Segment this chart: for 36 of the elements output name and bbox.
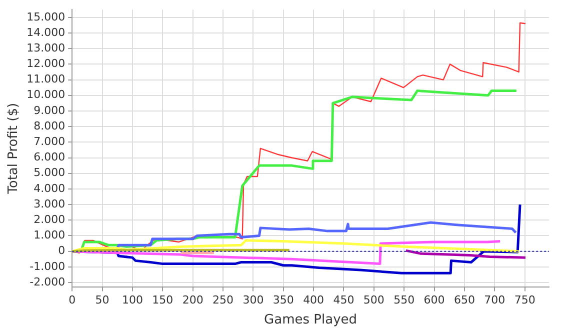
x-tick-label: 600 <box>424 294 445 307</box>
x-tick-label: 450 <box>333 294 354 307</box>
y-tick-label: 9.000 <box>34 104 66 117</box>
y-tick-label: 8.000 <box>34 119 66 132</box>
y-tick-label: 0 <box>58 244 66 258</box>
y-tick-label: 4.000 <box>34 182 66 195</box>
x-tick-label: 150 <box>152 294 174 307</box>
x-tick-label: 200 <box>182 294 204 307</box>
x-tick-label: 550 <box>394 294 415 307</box>
x-tick-label: 750 <box>514 294 536 307</box>
x-tick-label: 300 <box>242 294 264 307</box>
x-tick-label: 400 <box>303 294 324 307</box>
y-tick-label: 12.000 <box>26 57 66 70</box>
y-tick-label: 2.000 <box>34 213 66 226</box>
x-tick-label: 0 <box>68 294 76 307</box>
y-tick-label: -2.000 <box>30 275 66 288</box>
x-axis-title: Games Played <box>264 312 358 328</box>
x-tick-label: 500 <box>363 294 384 307</box>
x-tick-label: 650 <box>454 294 475 307</box>
y-tick-label: 5.000 <box>34 166 66 180</box>
x-tick-label: 250 <box>212 294 234 307</box>
x-tick-label: 50 <box>95 294 110 307</box>
y-tick-label: 11.000 <box>26 72 66 86</box>
x-tick-label: 100 <box>122 294 143 307</box>
y-tick-label: 10.000 <box>26 88 66 102</box>
y-tick-label: -1.000 <box>30 260 66 273</box>
x-tick-label: 350 <box>272 294 294 307</box>
y-tick-label: 13.000 <box>26 41 66 54</box>
y-tick-label: 14.000 <box>26 26 66 39</box>
y-tick-label: 1.000 <box>34 228 66 242</box>
y-tick-label: 7.000 <box>34 135 66 148</box>
y-tick-label: 3.000 <box>34 197 66 210</box>
x-tick-label: 700 <box>484 294 506 307</box>
y-tick-label: 15.000 <box>26 10 66 24</box>
y-axis-title: Total Profit ($) <box>6 102 22 195</box>
y-tick-label: 6.000 <box>34 150 66 164</box>
